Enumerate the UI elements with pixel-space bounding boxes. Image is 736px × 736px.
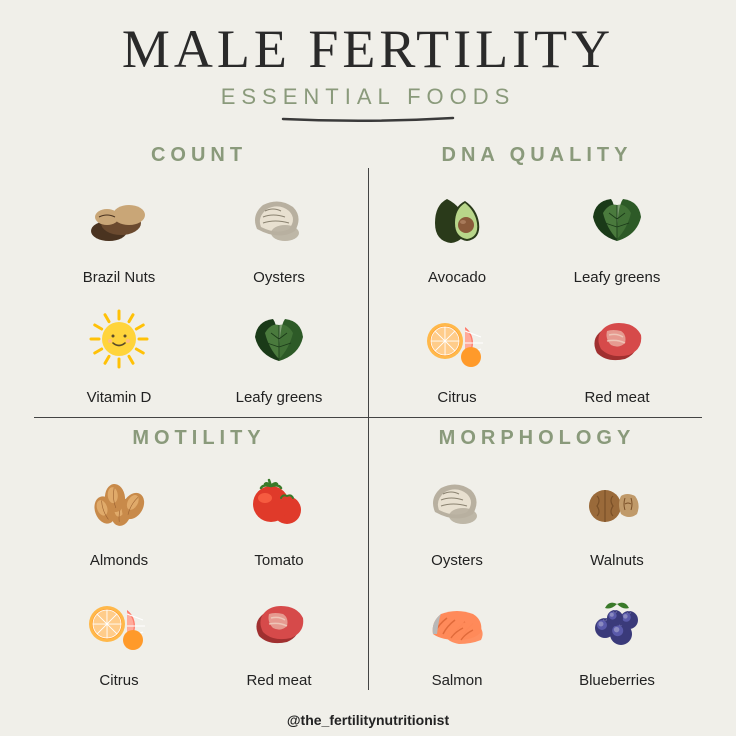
food-label: Citrus: [99, 670, 138, 693]
food-item: Vitamin D: [40, 292, 198, 411]
food-item: Red meat: [538, 292, 696, 411]
food-item: Salmon: [378, 575, 536, 694]
red-meat-icon: [200, 575, 358, 671]
food-label: Almonds: [90, 550, 148, 573]
quadrant-dna-quality: DNA QUALITY Avocado Leafy greens: [368, 134, 706, 417]
quadrant-count: COUNT Brazil Nuts Oysters: [30, 134, 368, 417]
subtitle: ESSENTIAL FOODS: [221, 84, 516, 110]
item-grid: Almonds Tomato Citrus: [30, 454, 368, 699]
quadrant-title: MORPHOLOGY: [368, 417, 706, 454]
quadrant-grid: COUNT Brazil Nuts Oysters: [30, 134, 706, 700]
food-label: Vitamin D: [87, 387, 152, 410]
food-item: Blueberries: [538, 575, 696, 694]
food-label: Oysters: [431, 550, 483, 573]
item-grid: Brazil Nuts Oysters Vitamin D: [30, 171, 368, 416]
food-item: Leafy greens: [200, 292, 358, 411]
subtitle-bold: ESSENTIAL: [221, 84, 395, 109]
food-label: Tomato: [254, 550, 303, 573]
citrus-icon: [378, 292, 536, 388]
food-label: Red meat: [584, 387, 649, 410]
main-title: MALE FERTILITY: [0, 0, 736, 80]
leafy-greens-icon: [200, 292, 358, 388]
food-label: Leafy greens: [236, 387, 323, 410]
oysters-icon: [378, 454, 536, 550]
sun-icon: [40, 292, 198, 388]
food-item: Oysters: [378, 454, 536, 573]
quadrant-morphology: MORPHOLOGY Oysters Walnuts Salmon: [368, 417, 706, 700]
tomato-icon: [200, 454, 358, 550]
food-item: Brazil Nuts: [40, 171, 198, 290]
author-handle: @the_fertilitynutritionist: [0, 712, 736, 728]
food-label: Salmon: [432, 670, 483, 693]
food-item: Almonds: [40, 454, 198, 573]
leafy-greens-icon: [538, 171, 696, 267]
quadrant-motility: MOTILITY Almonds Tomato Citrus: [30, 417, 368, 700]
almonds-icon: [40, 454, 198, 550]
food-label: Citrus: [437, 387, 476, 410]
walnuts-icon: [538, 454, 696, 550]
blueberries-icon: [538, 575, 696, 671]
food-item: Leafy greens: [538, 171, 696, 290]
food-item: Oysters: [200, 171, 358, 290]
food-label: Blueberries: [579, 670, 655, 693]
salmon-icon: [378, 575, 536, 671]
avocado-icon: [378, 171, 536, 267]
food-label: Avocado: [428, 267, 486, 290]
item-grid: Oysters Walnuts Salmon Blueberries: [368, 454, 706, 699]
citrus-icon: [40, 575, 198, 671]
underline-swoosh: [278, 114, 458, 124]
item-grid: Avocado Leafy greens Citrus: [368, 171, 706, 416]
brazil-nuts-icon: [40, 171, 198, 267]
food-item: Red meat: [200, 575, 358, 694]
food-item: Tomato: [200, 454, 358, 573]
food-label: Red meat: [246, 670, 311, 693]
quadrant-title: MOTILITY: [30, 417, 368, 454]
quadrant-title: COUNT: [30, 134, 368, 171]
red-meat-icon: [538, 292, 696, 388]
food-label: Brazil Nuts: [83, 267, 156, 290]
food-label: Leafy greens: [574, 267, 661, 290]
food-label: Walnuts: [590, 550, 644, 573]
quadrant-title: DNA QUALITY: [368, 134, 706, 171]
food-item: Avocado: [378, 171, 536, 290]
food-item: Citrus: [378, 292, 536, 411]
food-item: Walnuts: [538, 454, 696, 573]
subtitle-thin: FOODS: [407, 84, 515, 109]
food-label: Oysters: [253, 267, 305, 290]
food-item: Citrus: [40, 575, 198, 694]
oysters-icon: [200, 171, 358, 267]
